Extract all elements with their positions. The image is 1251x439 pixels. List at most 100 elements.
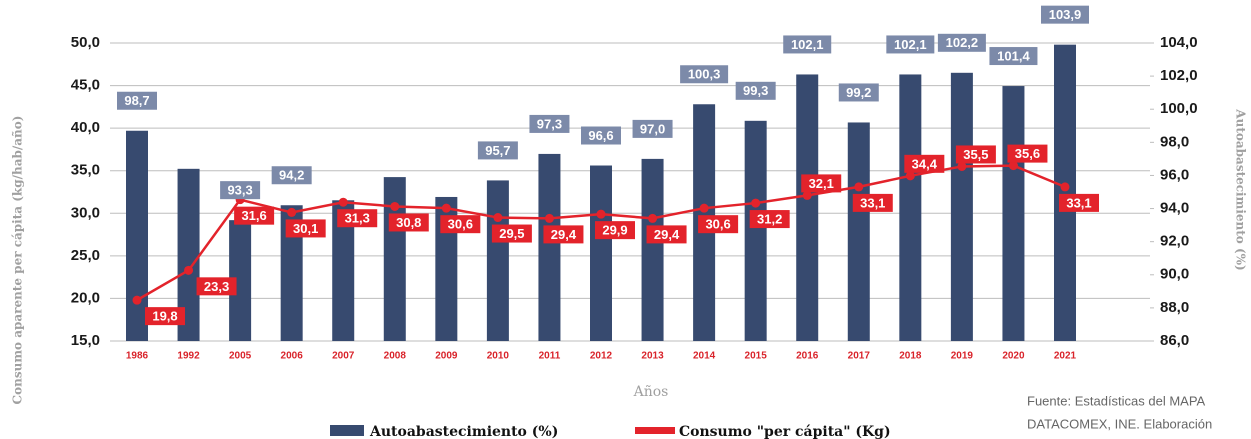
bar-label-bg — [783, 35, 832, 54]
bar-label: 93,3 — [227, 183, 252, 198]
line-label: 30,8 — [396, 215, 421, 230]
bar-label-bg — [735, 81, 776, 100]
line-label: 23,3 — [204, 279, 229, 294]
x-tick-label: 2020 — [1002, 351, 1025, 362]
line-point — [132, 295, 142, 305]
line-point — [957, 161, 967, 171]
bar-label: 97,0 — [640, 121, 665, 136]
line-label-bg — [646, 225, 687, 244]
bar-label: 102,1 — [894, 37, 927, 52]
y2-tick-label: 96,0 — [1160, 166, 1189, 183]
y-axis-title: Consumo aparente per cápita (kg/hab/año) — [11, 116, 25, 405]
bar-label: 96,6 — [588, 128, 613, 143]
y-tick-label: 20,0 — [71, 289, 100, 306]
legend-label: Autoabastecimiento (%) — [369, 424, 558, 439]
bar-label: 94,2 — [279, 168, 304, 183]
line-label: 30,1 — [293, 221, 318, 236]
bar-label: 101,4 — [997, 48, 1030, 63]
line-point — [854, 182, 864, 192]
bar — [1002, 86, 1025, 342]
line-point — [1060, 182, 1070, 192]
line-label: 31,3 — [345, 211, 370, 226]
line-label-bg — [749, 210, 790, 229]
bar-label: 102,1 — [791, 37, 824, 52]
line-label-bg — [801, 174, 842, 193]
x-tick-label: 2015 — [745, 351, 768, 362]
bar — [744, 120, 767, 341]
line-point — [1008, 161, 1018, 171]
line-label: 30,6 — [448, 217, 473, 232]
x-tick-label: 2008 — [384, 351, 407, 362]
line-label: 32,1 — [809, 176, 834, 191]
line-label: 34,4 — [912, 156, 938, 171]
y2-tick-label: 92,0 — [1160, 233, 1189, 250]
line-label: 35,6 — [1015, 146, 1040, 161]
x-tick-label: 2018 — [899, 351, 922, 362]
line-label-bg — [904, 154, 945, 173]
bar — [332, 200, 355, 341]
legend-label: Consumo "per cápita" (Kg) — [679, 424, 891, 439]
bar — [280, 205, 303, 341]
bar-label-bg — [581, 126, 621, 145]
x-tick-label: 1992 — [177, 351, 200, 362]
x-tick-label: 2009 — [435, 351, 458, 362]
legend-swatch — [635, 427, 675, 434]
line-label-bg — [145, 307, 185, 326]
line-label: 30,6 — [705, 217, 730, 232]
bar — [1054, 44, 1076, 342]
y2-tick-label: 94,0 — [1160, 200, 1189, 217]
bar — [229, 220, 252, 341]
x-tick-label: 2017 — [848, 351, 871, 362]
line-label: 29,4 — [551, 227, 577, 242]
line-label-bg — [491, 224, 532, 243]
x-tick-label: 2014 — [693, 351, 716, 362]
x-tick-label: 2006 — [281, 351, 304, 362]
bar — [590, 165, 612, 341]
line-label-bg — [852, 193, 893, 212]
x-tick-label: 2005 — [229, 351, 252, 362]
bar-label-bg — [1041, 5, 1089, 24]
y2-tick-label: 102,0 — [1160, 67, 1198, 84]
line-label: 33,1 — [1066, 195, 1091, 210]
line-label-bg — [196, 277, 237, 296]
bar-label-bg — [632, 119, 673, 138]
bar-label: 99,3 — [743, 83, 768, 98]
x-tick-label: 2019 — [951, 351, 974, 362]
line-point — [648, 213, 658, 223]
bar — [950, 72, 973, 342]
x-axis-title: Años — [633, 384, 669, 400]
bar-label-bg — [680, 65, 729, 84]
bar — [847, 122, 870, 341]
line-label: 31,2 — [757, 212, 782, 227]
line-label-bg — [337, 209, 378, 228]
bar-label: 103,9 — [1049, 7, 1082, 22]
line-label-bg — [440, 215, 481, 234]
bar — [126, 130, 148, 341]
line-label: 31,6 — [241, 208, 266, 223]
bar-label-bg — [529, 114, 570, 133]
bar-label-bg — [989, 47, 1038, 66]
bar-label-bg — [220, 181, 261, 200]
y2-tick-label: 98,0 — [1160, 133, 1189, 150]
bar — [538, 153, 561, 341]
bar-label: 99,2 — [846, 85, 871, 100]
line-point — [596, 209, 606, 219]
x-tick-label: 2013 — [641, 351, 664, 362]
y-tick-label: 45,0 — [71, 77, 100, 94]
y2-tick-label: 104,0 — [1160, 34, 1198, 51]
line-point — [287, 207, 297, 217]
x-tick-label: 2007 — [332, 351, 355, 362]
source: DATACOMEX, INE. Elaboración — [1027, 416, 1212, 431]
line-label: 19,8 — [152, 309, 177, 324]
line-label-bg — [955, 145, 996, 164]
y2-tick-label: 90,0 — [1160, 266, 1189, 283]
bar-label-bg — [937, 33, 986, 52]
y-tick-label: 25,0 — [71, 247, 100, 264]
y-tick-label: 40,0 — [71, 119, 100, 136]
line-point — [184, 265, 194, 275]
y2-tick-label: 100,0 — [1160, 100, 1198, 117]
legend-swatch — [330, 425, 364, 436]
y2-tick-label: 88,0 — [1160, 299, 1189, 316]
line-label-bg — [698, 215, 739, 234]
